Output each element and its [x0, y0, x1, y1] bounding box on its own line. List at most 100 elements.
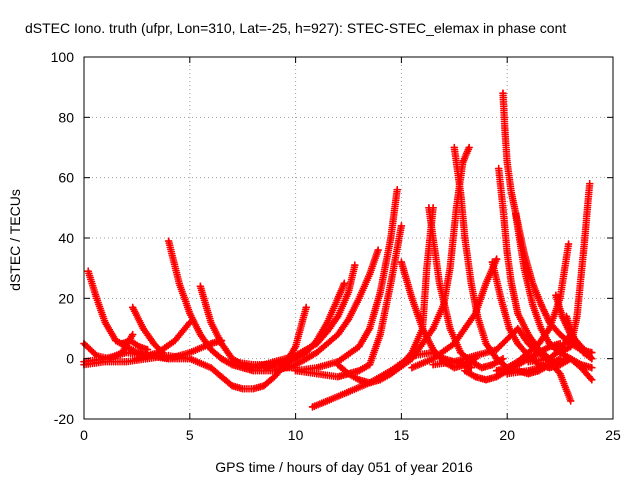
- data-point: [133, 355, 141, 363]
- data-point: [457, 349, 465, 357]
- data-point: [450, 358, 458, 366]
- data-point: [505, 325, 513, 332]
- data-point: [503, 370, 511, 378]
- data-point: [440, 300, 448, 308]
- data-point: [556, 346, 564, 354]
- data-point: [556, 331, 564, 339]
- data-point: [535, 349, 543, 357]
- data-point: [374, 246, 382, 254]
- data-series: [249, 261, 359, 372]
- data-point: [135, 343, 143, 351]
- data-series: [408, 255, 501, 372]
- data-point: [387, 370, 395, 378]
- data-point: [196, 282, 204, 290]
- data-point: [345, 388, 352, 396]
- data-point: [588, 355, 596, 363]
- data-point: [101, 318, 109, 326]
- data-point: [503, 159, 511, 167]
- data-point: [488, 258, 496, 266]
- data-point: [292, 343, 300, 351]
- data-point: [459, 159, 467, 167]
- data-point: [524, 349, 532, 357]
- data-point: [567, 397, 575, 405]
- data-point: [186, 309, 194, 317]
- data-point: [546, 325, 554, 332]
- data-point: [270, 358, 278, 366]
- data-point: [546, 355, 554, 363]
- data-point: [408, 364, 416, 372]
- data-point: [323, 328, 331, 336]
- y-tick-label: 0: [66, 351, 74, 367]
- data-point: [228, 382, 236, 390]
- data-series: [429, 324, 575, 405]
- data-point: [512, 210, 520, 218]
- data-point: [514, 309, 522, 317]
- data-point: [366, 361, 374, 369]
- data-point: [507, 279, 515, 287]
- data-point: [376, 331, 384, 339]
- data-point: [323, 397, 331, 405]
- data-point: [270, 367, 278, 375]
- x-tick-label: 15: [394, 427, 410, 443]
- series-group: [80, 89, 596, 411]
- axis-ticks: 0 5 10 15 20 25 -20 0 20 40 60 80 100: [51, 49, 621, 443]
- data-point: [218, 373, 226, 381]
- data-point: [419, 325, 427, 332]
- data-point: [351, 261, 359, 269]
- data-point: [129, 303, 137, 311]
- data-point: [207, 318, 215, 326]
- data-point: [129, 331, 137, 339]
- data-point: [408, 355, 416, 363]
- y-tick-label: 20: [58, 290, 74, 306]
- data-point: [355, 367, 363, 375]
- data-point: [558, 312, 566, 320]
- data-point: [355, 294, 363, 302]
- data-point: [112, 337, 120, 345]
- data-point: [537, 300, 545, 308]
- data-point: [196, 331, 204, 339]
- data-point: [429, 361, 437, 369]
- data-point: [461, 367, 469, 375]
- data-point: [171, 337, 179, 345]
- data-point: [207, 346, 215, 354]
- y-tick-label: 60: [58, 170, 74, 186]
- data-point: [355, 376, 363, 384]
- chart-title: dSTEC Iono. truth (ufpr, Lon=310, Lat=-2…: [25, 20, 566, 36]
- data-point: [524, 367, 532, 375]
- data-point: [366, 379, 374, 387]
- data-point: [345, 370, 352, 378]
- y-tick-label: 40: [58, 230, 74, 246]
- data-point: [467, 279, 475, 287]
- data-point: [529, 300, 537, 308]
- data-point: [397, 258, 405, 266]
- data-point: [450, 144, 458, 151]
- data-series: [503, 354, 596, 384]
- data-point: [345, 315, 352, 323]
- data-point: [499, 204, 507, 212]
- data-point: [556, 370, 564, 378]
- x-tick-label: 20: [499, 427, 515, 443]
- data-point: [499, 89, 507, 97]
- data-point: [101, 358, 109, 366]
- data-point: [577, 364, 585, 372]
- data-point: [186, 355, 194, 363]
- data-point: [435, 279, 443, 287]
- data-point: [387, 234, 395, 242]
- data-point: [457, 189, 465, 197]
- data-point: [503, 249, 511, 257]
- data-point: [249, 364, 257, 372]
- data-point: [565, 240, 573, 248]
- data-point: [471, 373, 479, 381]
- data-point: [471, 309, 479, 317]
- data-point: [535, 340, 543, 348]
- series-markers: [291, 185, 401, 375]
- data-point: [93, 294, 101, 302]
- data-point: [122, 358, 130, 366]
- y-axis-label: dSTEC / TECUs: [7, 189, 23, 291]
- data-point: [567, 331, 575, 339]
- data-point: [493, 346, 501, 354]
- data-point: [345, 288, 352, 296]
- data-point: [495, 165, 503, 173]
- x-axis-label: GPS time / hours of day 051 of year 2016: [215, 459, 473, 475]
